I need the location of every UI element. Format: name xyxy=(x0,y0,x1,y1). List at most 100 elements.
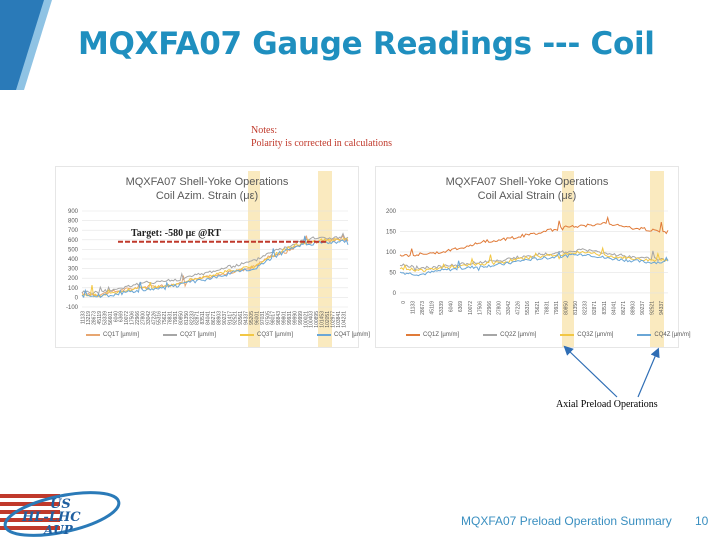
footer-text: MQXFA07 Preload Operation Summary xyxy=(461,514,672,528)
x-tick-label: 91417 xyxy=(227,311,233,325)
legend-swatch xyxy=(163,334,178,336)
x-tick-label: 79931 xyxy=(554,301,560,315)
x-tick-label: 99801 xyxy=(282,311,288,325)
notes-text: Polarity is corrected in calculations xyxy=(251,138,393,149)
x-tick-label: 22966 xyxy=(487,301,493,315)
y-tick-label: 0 xyxy=(393,291,397,297)
legend-swatch xyxy=(560,334,575,336)
x-tick-label: 11133 xyxy=(81,311,87,324)
x-tick-label: 88903 xyxy=(216,311,222,325)
x-tick-label: 75621 xyxy=(535,301,541,315)
x-tick-label: 78831 xyxy=(544,301,550,315)
legend-swatch xyxy=(483,334,498,336)
x-tick-label: 90237 xyxy=(222,311,228,325)
legend-label: CQ1Z [µm/m] xyxy=(423,332,460,338)
x-tick-label: 33042 xyxy=(506,301,512,315)
y-tick-label: 200 xyxy=(386,209,397,215)
x-tick-label: 22966 xyxy=(135,311,141,325)
chart-title-line2: Coil Axial Strain (με) xyxy=(477,190,577,202)
x-tick-label: 55316 xyxy=(525,301,531,315)
axial-preload-label: Axial Preload Operations xyxy=(556,399,658,410)
highlight-band xyxy=(562,171,574,347)
y-tick-label: 900 xyxy=(68,209,79,215)
x-tick-label: 103841 xyxy=(336,311,342,328)
x-tick-label: 28673 xyxy=(420,301,426,315)
chart-title-line1: MQXFA07 Shell-Yoke Operations xyxy=(445,176,609,188)
chart-legend: CQ1Z [µm/m] CQ2Z [µm/m] CQ3Z [µm/m] CQ4Z [µ… xyxy=(406,332,691,338)
x-tick-label: 99990 xyxy=(292,311,298,325)
legend-swatch xyxy=(86,334,100,336)
x-tick-label: 81350 xyxy=(573,301,579,315)
x-tick-label: 80850 xyxy=(564,301,570,315)
x-tick-label: 95205 xyxy=(249,311,255,325)
x-tick-label: 82871 xyxy=(195,311,201,325)
x-tick-label: 28673 xyxy=(92,311,98,325)
x-tick-label: 78831 xyxy=(168,311,174,325)
chart-legend: CQ1T [µm/m] CQ2T [µm/m] CQ3T [µm/m] CQ4T [µ… xyxy=(86,332,370,338)
legend-entry: CQ3T [µm/m] xyxy=(240,332,293,338)
legend-entry: CQ1T [µm/m] xyxy=(86,332,139,338)
legend-entry: CQ1Z [µm/m] xyxy=(406,332,459,338)
x-tick-label: 98843 xyxy=(276,311,282,325)
x-tick-label: 17506 xyxy=(477,301,483,315)
x-tick-label: 6040 xyxy=(449,301,455,312)
x-tick-label: 94337 xyxy=(244,311,250,325)
page-number: 10 xyxy=(695,514,709,528)
notes-heading: Notes: xyxy=(251,125,278,136)
x-tick-label: 100021 xyxy=(303,311,309,328)
y-tick-label: 200 xyxy=(68,276,79,282)
x-tick-label: 6369 xyxy=(458,301,464,312)
x-tick-label: 27800 xyxy=(497,301,503,315)
x-tick-label: 100895 xyxy=(314,311,320,328)
target-label: Target: -580 με @RT xyxy=(131,228,221,239)
x-tick-label: 82871 xyxy=(592,301,598,315)
x-tick-label: 10072 xyxy=(124,311,130,325)
legend-label: CQ2Z [µm/m] xyxy=(500,332,537,338)
x-tick-label: 92521 xyxy=(233,311,239,325)
y-tick-label: 0 xyxy=(75,295,79,301)
x-tick-label: 102051 xyxy=(325,311,331,328)
x-tick-label: 97505 xyxy=(265,311,271,325)
x-tick-label: 99999 xyxy=(298,311,304,325)
axial-strain-chart: 200 150 100 50 0 0 11133 28673 45119 53339 6040 636… xyxy=(375,166,691,348)
legend-swatch xyxy=(240,334,255,336)
legend-entry: CQ4Z [µm/m] xyxy=(637,332,691,338)
x-tick-label: 55316 xyxy=(157,311,163,325)
x-tick-label: 86271 xyxy=(211,311,217,325)
legend-entry: CQ4T [µm/m] xyxy=(317,332,370,338)
notes-block: Notes: Polarity is corrected in calculat… xyxy=(251,124,392,150)
x-tick-label: 10072 xyxy=(468,301,474,315)
x-tick-label: 53339 xyxy=(102,311,108,325)
x-tick-label: 6369 xyxy=(119,311,125,322)
legend-label: CQ3T [µm/m] xyxy=(257,332,294,338)
y-tick-label: 100 xyxy=(68,286,79,292)
azimuthal-strain-chart: 900 800 700 600 500 400 300 200 100 0 -100 11133 132… xyxy=(55,166,370,348)
x-tick-label: 84041 xyxy=(206,311,212,325)
legend-entry: CQ2T [µm/m] xyxy=(163,332,216,338)
y-tick-label: 50 xyxy=(389,270,396,276)
x-tick-label: 94337 xyxy=(659,301,665,315)
x-tick-label: 56601 xyxy=(108,311,114,325)
x-tick-label: 45119 xyxy=(97,311,103,325)
x-tick-label: 102977 xyxy=(330,311,336,328)
legend-label: CQ1T [µm/m] xyxy=(103,332,140,338)
x-tick-label: 45119 xyxy=(430,301,436,315)
x-tick-label: 75621 xyxy=(162,311,168,325)
chart-title-line2: Coil Azim. Strain (με) xyxy=(155,190,259,202)
x-tick-label: 99931 xyxy=(287,311,293,325)
legend-label: CQ4T [µm/m] xyxy=(334,332,371,338)
x-tick-label: 81350 xyxy=(184,311,190,325)
legend-label: CQ3Z [µm/m] xyxy=(577,332,614,338)
y-tick-label: -100 xyxy=(66,305,79,311)
y-tick-label: 150 xyxy=(386,229,397,235)
x-tick-label: 79931 xyxy=(173,311,179,325)
x-tick-label: 27800 xyxy=(140,311,146,325)
legend-entry: CQ3Z [µm/m] xyxy=(560,332,613,338)
x-tick-label: 17506 xyxy=(130,311,136,325)
x-tick-label: 80850 xyxy=(178,311,184,325)
legend-label: CQ2T [µm/m] xyxy=(180,332,217,338)
x-tick-label: 82233 xyxy=(583,301,589,315)
